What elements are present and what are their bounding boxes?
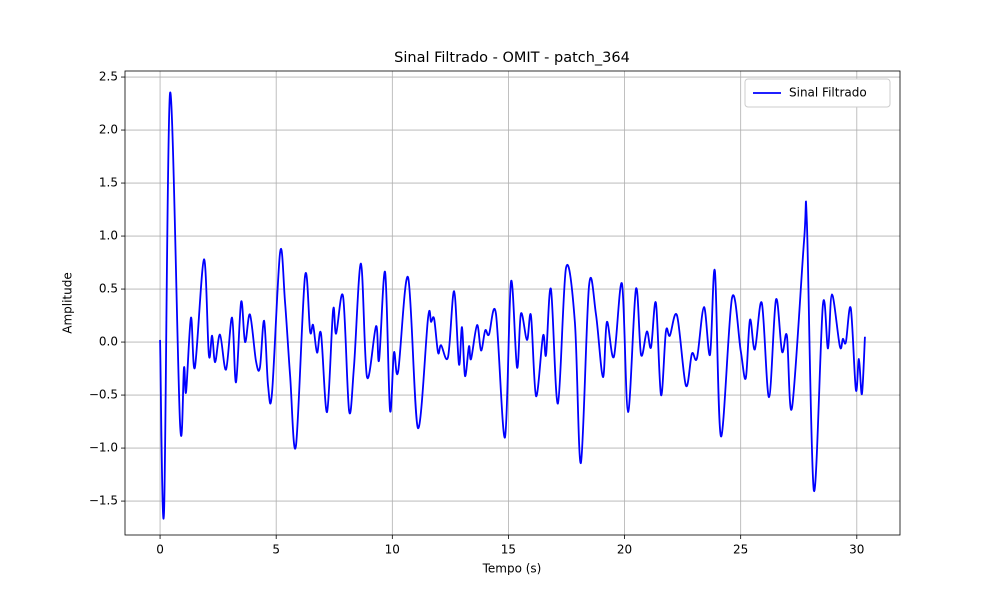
y-tick-label: −0.5: [89, 388, 118, 402]
x-tick-label: 30: [849, 543, 864, 557]
x-tick-label: 10: [385, 543, 400, 557]
x-tick-label: 20: [617, 543, 632, 557]
x-tick-label: 0: [156, 543, 164, 557]
y-tick-label: −1.0: [89, 441, 118, 455]
x-tick-label: 25: [733, 543, 748, 557]
y-tick-label: 1.5: [99, 176, 118, 190]
y-tick-label: 2.5: [99, 70, 118, 84]
y-tick-label: 0.5: [99, 282, 118, 296]
x-tick-label: 5: [272, 543, 280, 557]
y-tick-label: −1.5: [89, 494, 118, 508]
y-axis-label: Amplitude: [61, 272, 75, 334]
y-tick-label: 2.0: [99, 123, 118, 137]
y-tick-label: 1.0: [99, 229, 118, 243]
x-tick-label: 15: [501, 543, 516, 557]
x-axis-label: Tempo (s): [482, 562, 542, 576]
y-tick-label: 0.0: [99, 335, 118, 349]
chart-title: Sinal Filtrado - OMIT - patch_364: [394, 50, 630, 66]
legend-label: Sinal Filtrado: [789, 86, 867, 100]
line-series: [159, 92, 866, 520]
plot-frame: [124, 70, 901, 536]
legend-box: [744, 78, 891, 108]
